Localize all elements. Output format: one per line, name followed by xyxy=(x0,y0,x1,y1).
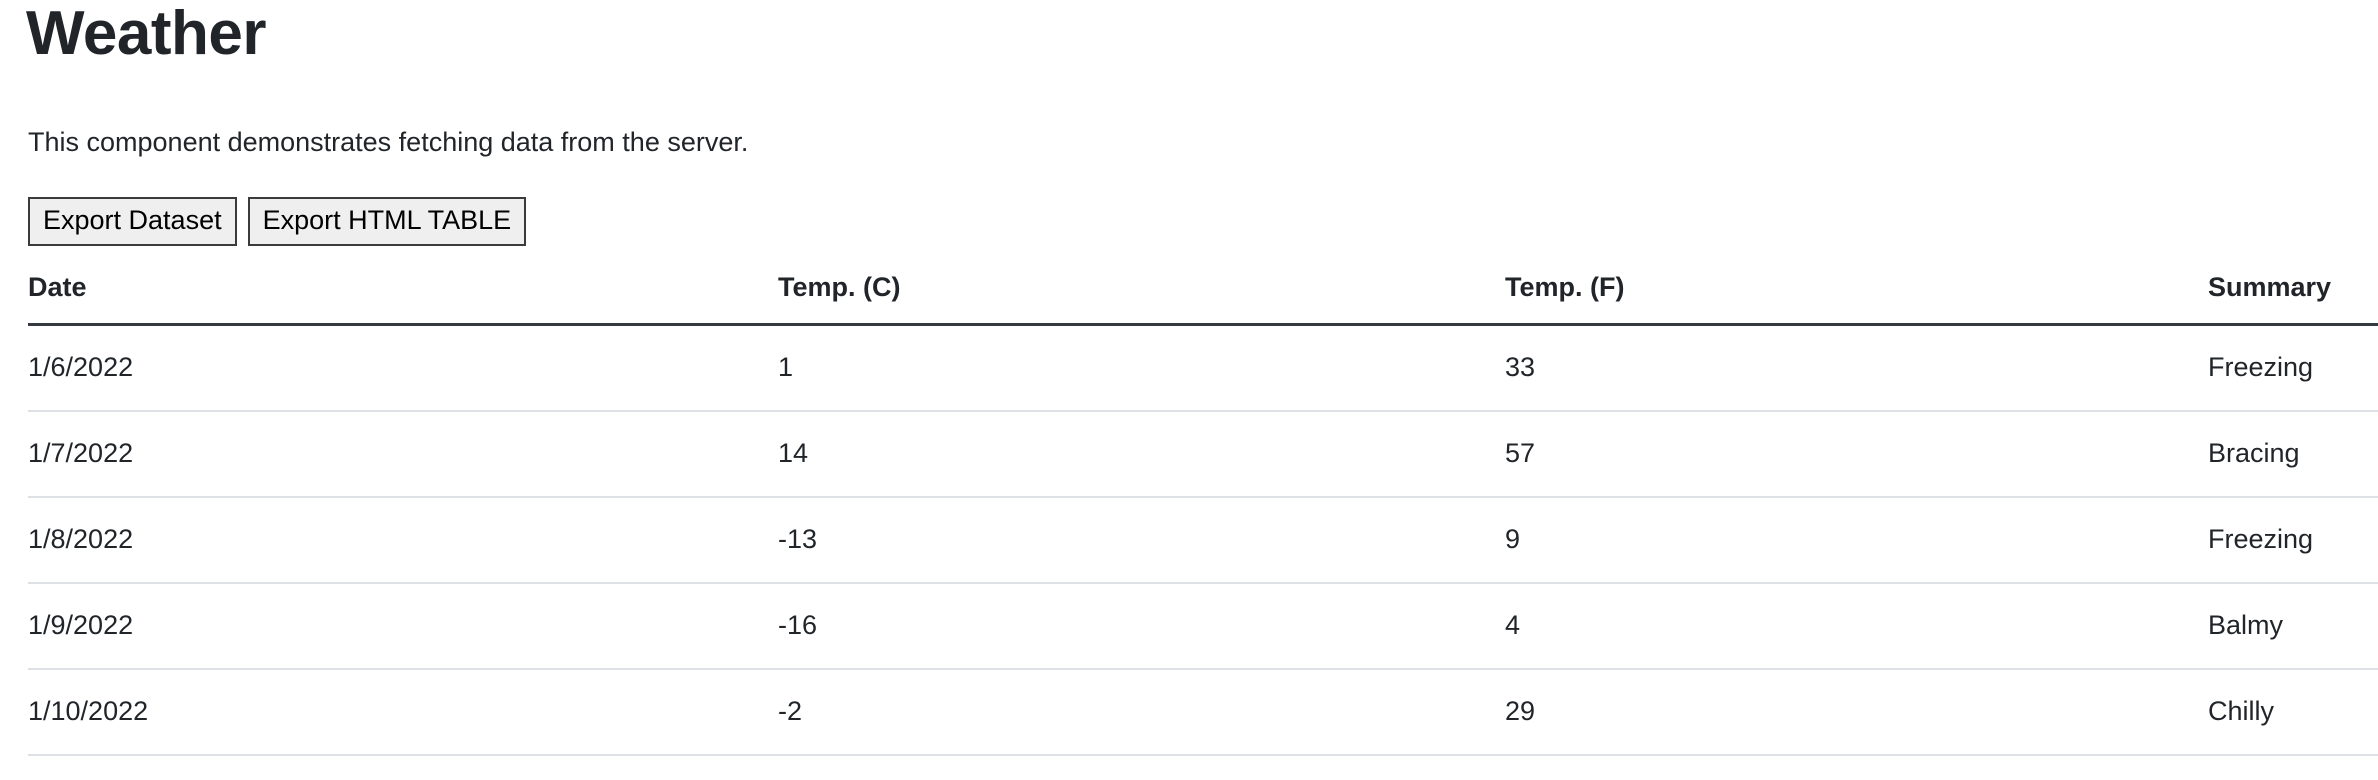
cell-temp-c: -13 xyxy=(778,497,1505,584)
cell-temp-f: 29 xyxy=(1505,669,2208,756)
cell-summary: Bracing xyxy=(2208,411,2378,498)
weather-table: Date Temp. (C) Temp. (F) Summary 1/6/202… xyxy=(28,272,2378,756)
table-row: 1/6/2022 1 33 Freezing xyxy=(28,324,2378,412)
column-header-summary: Summary xyxy=(2208,272,2378,326)
export-button-group: Export Dataset Export HTML TABLE xyxy=(28,197,527,246)
table-row: 1/10/2022 -2 29 Chilly xyxy=(28,669,2378,756)
table-header: Date Temp. (C) Temp. (F) Summary xyxy=(28,272,2378,326)
cell-temp-f: 9 xyxy=(1505,497,2208,584)
cell-temp-c: -2 xyxy=(778,669,1505,756)
cell-date: 1/8/2022 xyxy=(28,497,778,584)
table-body: 1/6/2022 1 33 Freezing 1/7/2022 14 57 Br… xyxy=(28,324,2378,756)
table-header-row: Date Temp. (C) Temp. (F) Summary xyxy=(28,272,2378,326)
cell-summary: Chilly xyxy=(2208,669,2378,756)
cell-temp-c: -16 xyxy=(778,583,1505,670)
page-title: Weather xyxy=(26,0,267,68)
cell-temp-c: 14 xyxy=(778,411,1505,498)
table-row: 1/7/2022 14 57 Bracing xyxy=(28,411,2378,498)
cell-temp-f: 4 xyxy=(1505,583,2208,670)
export-dataset-button[interactable]: Export Dataset xyxy=(28,197,237,246)
cell-summary: Freezing xyxy=(2208,497,2378,584)
cell-summary: Freezing xyxy=(2208,324,2378,412)
table-row: 1/8/2022 -13 9 Freezing xyxy=(28,497,2378,584)
cell-summary: Balmy xyxy=(2208,583,2378,670)
cell-date: 1/9/2022 xyxy=(28,583,778,670)
cell-date: 1/7/2022 xyxy=(28,411,778,498)
cell-temp-f: 33 xyxy=(1505,324,2208,412)
cell-temp-f: 57 xyxy=(1505,411,2208,498)
column-header-temp-f: Temp. (F) xyxy=(1505,272,2208,326)
cell-date: 1/6/2022 xyxy=(28,324,778,412)
cell-temp-c: 1 xyxy=(778,324,1505,412)
cell-date: 1/10/2022 xyxy=(28,669,778,756)
column-header-date: Date xyxy=(28,272,778,326)
table-row: 1/9/2022 -16 4 Balmy xyxy=(28,583,2378,670)
column-header-temp-c: Temp. (C) xyxy=(778,272,1505,326)
export-html-table-button[interactable]: Export HTML TABLE xyxy=(247,197,527,246)
page-subtitle: This component demonstrates fetching dat… xyxy=(28,127,749,157)
